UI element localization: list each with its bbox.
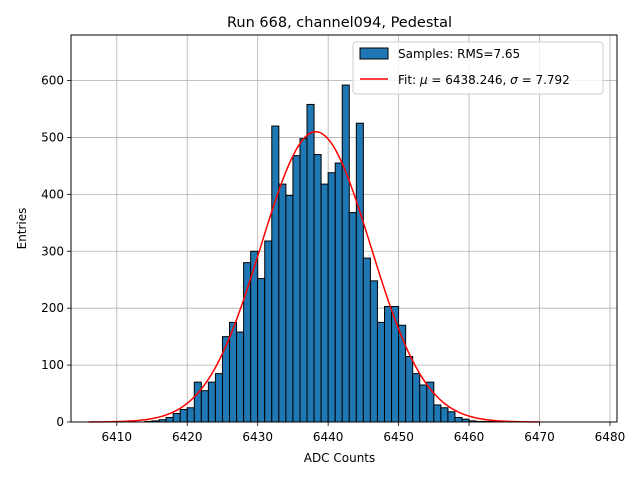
legend-fit-mu-symbol: μ (419, 73, 428, 87)
legend-fit-sigma-symbol: σ (510, 73, 518, 87)
histogram-bar (454, 416, 463, 423)
x-tick-label: 6450 (383, 430, 414, 444)
fit-curve-group (88, 130, 540, 423)
histogram-bar (214, 373, 223, 423)
fit-curve (88, 130, 540, 423)
histogram-bar (285, 194, 294, 423)
histogram-bar (405, 356, 414, 423)
histogram-bar (229, 321, 238, 423)
legend: Samples: RMS=7.65 Fit: μ = 6438.246, σ =… (352, 41, 604, 95)
x-axis-ticks: 6410 6420 6430 6440 6450 6460 6470 6480 (102, 422, 626, 444)
histogram-bar (186, 407, 195, 423)
histogram-bar (236, 331, 245, 423)
legend-fit-prefix: Fit: (398, 73, 420, 87)
x-tick-label: 6470 (524, 430, 555, 444)
x-tick-label: 6420 (172, 430, 203, 444)
histogram-bar (384, 305, 393, 423)
y-axis-ticks: 0 100 200 300 400 500 600 (41, 74, 71, 429)
legend-label-fit: Fit: μ = 6438.246, σ = 7.792 (398, 73, 570, 87)
histogram-bar (257, 278, 266, 423)
plot-frame (70, 34, 618, 423)
chart-title: Run 668, channel094, Pedestal (227, 15, 452, 31)
histogram-bar (362, 257, 371, 423)
y-tick-label: 500 (41, 130, 64, 144)
histogram-bar (172, 412, 181, 423)
x-tick-label: 6440 (313, 430, 344, 444)
histogram-bar (433, 404, 442, 423)
histogram-bar (398, 324, 407, 423)
histogram-bar (348, 212, 357, 423)
histogram-bar (165, 416, 174, 423)
y-tick-label: 600 (41, 74, 64, 88)
x-tick-label: 6460 (454, 430, 485, 444)
histogram-bar (412, 373, 421, 423)
histogram-bar (306, 103, 315, 423)
y-tick-label: 400 (41, 187, 64, 201)
legend-label-samples: Samples: RMS=7.65 (398, 47, 520, 61)
histogram-bar (391, 305, 400, 423)
legend-box (352, 41, 604, 95)
y-tick-label: 200 (41, 301, 64, 315)
histogram-bar (271, 125, 280, 423)
y-tick-label: 300 (41, 244, 64, 258)
histogram-bar (355, 122, 364, 423)
histogram-bars (144, 84, 498, 423)
x-tick-label: 6480 (595, 430, 626, 444)
histogram-bar (327, 172, 336, 423)
histogram-bar (334, 162, 343, 423)
histogram-bar (221, 336, 231, 423)
histogram-bar (447, 411, 456, 423)
histogram-bar (278, 183, 287, 423)
histogram-bar (193, 381, 202, 423)
legend-fit-mu-value: = 6438.246, (428, 73, 511, 87)
histogram-bar (320, 183, 329, 423)
legend-swatch-samples (359, 47, 389, 60)
histogram-bar (369, 280, 378, 423)
histogram-bar (200, 390, 209, 423)
histogram-bar (440, 407, 449, 423)
x-tick-label: 6430 (242, 430, 273, 444)
histogram-bar (376, 321, 386, 423)
legend-fit-sigma-value: = 7.792 (518, 73, 570, 87)
histogram-bar (207, 381, 216, 423)
histogram-bar (179, 408, 188, 423)
histogram-bar (299, 138, 308, 423)
histogram-bar (313, 154, 322, 423)
histogram-bar (264, 240, 273, 423)
histogram-bar (341, 84, 350, 423)
y-tick-label: 100 (41, 358, 64, 372)
histogram-bar (243, 262, 252, 423)
histogram-bar (292, 155, 301, 423)
y-tick-label: 0 (56, 415, 64, 429)
x-axis-label: ADC Counts (304, 451, 376, 465)
histogram-bar (419, 384, 428, 423)
y-axis-label: Entries (15, 208, 29, 250)
x-tick-label: 6410 (102, 430, 133, 444)
